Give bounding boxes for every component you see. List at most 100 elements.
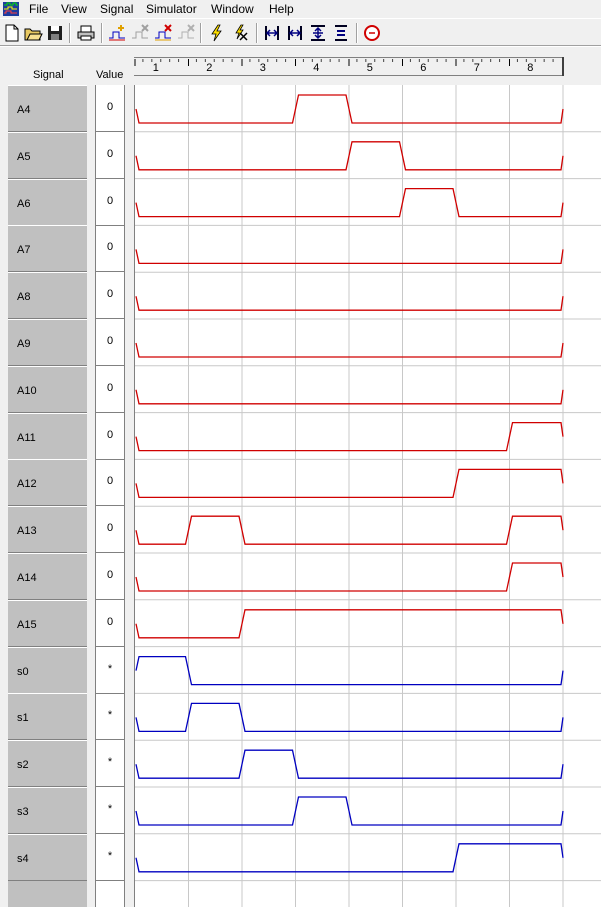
signal-value: 0 xyxy=(106,147,114,160)
zoom-out-icon[interactable] xyxy=(285,23,305,43)
waveform-a14 xyxy=(135,562,564,592)
signal-row-a14[interactable]: A14 xyxy=(8,553,87,600)
simulate-icon[interactable] xyxy=(206,23,226,43)
waveform-a5 xyxy=(135,141,564,171)
toolbar-separator xyxy=(101,23,103,43)
value-cell[interactable]: * xyxy=(96,647,124,694)
save-icon[interactable] xyxy=(45,23,65,43)
left-border xyxy=(0,85,8,907)
add-signal-icon[interactable] xyxy=(107,23,127,43)
signal-row-a12[interactable]: A12 xyxy=(8,459,87,507)
menu-signal[interactable]: Signal xyxy=(100,2,134,16)
ruler-label: 5 xyxy=(367,62,373,74)
column-header: Signal Value xyxy=(0,47,601,85)
signal-row-s2[interactable]: s2 xyxy=(8,740,87,788)
new-icon[interactable] xyxy=(2,23,22,43)
open-icon[interactable] xyxy=(23,23,43,43)
column-gap xyxy=(87,85,95,907)
waveform-s3 xyxy=(135,796,564,826)
menu-view[interactable]: View xyxy=(61,2,87,16)
delete-signal-icon[interactable] xyxy=(130,23,150,43)
value-cell[interactable]: 0 xyxy=(96,85,124,132)
signal-row-a13[interactable]: A13 xyxy=(8,506,87,554)
value-cell[interactable]: 0 xyxy=(96,600,124,647)
value-cell[interactable]: 0 xyxy=(96,413,124,460)
waveform-area[interactable] xyxy=(134,85,601,907)
value-cell[interactable]: 0 xyxy=(96,366,124,413)
time-ruler[interactable]: 1 2 3 4 5 6 7 8 xyxy=(134,57,563,76)
value-list: 0 0 0 0 0 0 0 0 0 0 0 0 * * * * * xyxy=(95,85,125,907)
value-cell[interactable]: 0 xyxy=(96,459,124,507)
menu-help[interactable]: Help xyxy=(269,2,294,16)
value-cell[interactable]: * xyxy=(96,834,124,881)
value-cell[interactable]: 0 xyxy=(96,319,124,366)
signal-name: A8 xyxy=(17,291,31,304)
signal-row-a9[interactable]: A9 xyxy=(8,319,87,366)
value-cell[interactable]: 0 xyxy=(96,506,124,554)
signal-value: 0 xyxy=(106,335,114,347)
waveform-s4 xyxy=(135,843,564,873)
signal-name: A4 xyxy=(17,104,31,116)
stop-icon[interactable] xyxy=(362,23,382,43)
menu-file[interactable]: File xyxy=(29,2,49,16)
waveform-a8 xyxy=(135,296,564,311)
signal-name: A14 xyxy=(17,572,37,584)
signal-row-s3[interactable]: s3 xyxy=(8,787,87,834)
signal-value: 0 xyxy=(106,615,114,628)
menu-simulator[interactable]: Simulator xyxy=(146,2,197,16)
signal-name: A13 xyxy=(17,525,37,538)
print-icon[interactable] xyxy=(76,23,96,43)
signal-name: A7 xyxy=(17,244,31,257)
value-cell[interactable]: * xyxy=(96,787,124,834)
ruler-label: 7 xyxy=(474,62,480,74)
value-cell[interactable]: 0 xyxy=(96,225,124,273)
signal-row-s0[interactable]: s0 xyxy=(8,646,87,694)
signal-name: s2 xyxy=(17,759,29,772)
signal-value: 0 xyxy=(106,522,114,535)
waveform-a12 xyxy=(135,468,564,499)
value-cell[interactable]: * xyxy=(96,740,124,788)
signal-value: 0 xyxy=(106,288,114,301)
signal-row-a7[interactable]: A7 xyxy=(8,225,87,273)
value-cell[interactable]: 0 xyxy=(96,553,124,600)
signal-value: 0 xyxy=(106,428,114,441)
menu-bar: File View Signal Simulator Window Help xyxy=(0,0,601,18)
signal-row-a4[interactable]: A4 xyxy=(8,85,87,132)
signal-name: A10 xyxy=(17,384,37,397)
signal-row-s4[interactable]: s4 xyxy=(8,833,87,881)
zoom-fit-icon[interactable] xyxy=(262,23,282,43)
ruler-label: 4 xyxy=(313,62,319,74)
signal-list: A4 A5 A6 A7 A8 A9 A10 A11 A12 A13 A14 A15 s0 s1 s2 s3 s4 xyxy=(8,85,87,907)
waveform-s1 xyxy=(135,702,564,733)
signal-value: 0 xyxy=(106,194,114,207)
signal-value: * xyxy=(107,709,113,722)
signal-name: A12 xyxy=(17,478,37,491)
signal-value: 0 xyxy=(106,101,114,113)
signal-row-a11[interactable]: A11 xyxy=(8,412,87,460)
signal-row-s1[interactable]: s1 xyxy=(8,693,87,741)
menu-window[interactable]: Window xyxy=(211,2,254,16)
clear-simulation-icon[interactable] xyxy=(230,23,250,43)
disabled-signal-icon[interactable] xyxy=(176,23,196,43)
ruler-end-marker xyxy=(562,57,564,76)
toolbar-separator xyxy=(356,23,358,43)
zoom-in-icon[interactable] xyxy=(308,23,328,43)
signal-row-a10[interactable]: A10 xyxy=(8,365,87,413)
zoom-step-icon[interactable] xyxy=(331,23,351,43)
signal-row-a8[interactable]: A8 xyxy=(8,272,87,320)
value-column-header: Value xyxy=(96,69,124,81)
signal-properties-icon[interactable] xyxy=(153,23,173,43)
value-cell[interactable]: 0 xyxy=(96,132,124,179)
signal-name: A11 xyxy=(17,431,36,444)
ruler-label: 3 xyxy=(260,62,266,74)
column-gap xyxy=(125,85,134,907)
signal-row-a15[interactable]: A15 xyxy=(8,599,87,647)
value-cell[interactable]: 0 xyxy=(96,272,124,320)
waveform-a15 xyxy=(135,609,564,639)
value-cell[interactable]: 0 xyxy=(96,179,124,226)
waveform-a6 xyxy=(135,187,564,218)
app-icon xyxy=(3,2,19,16)
signal-row-a6[interactable]: A6 xyxy=(8,178,87,226)
value-cell[interactable]: * xyxy=(96,693,124,741)
signal-row-a5[interactable]: A5 xyxy=(8,131,87,179)
